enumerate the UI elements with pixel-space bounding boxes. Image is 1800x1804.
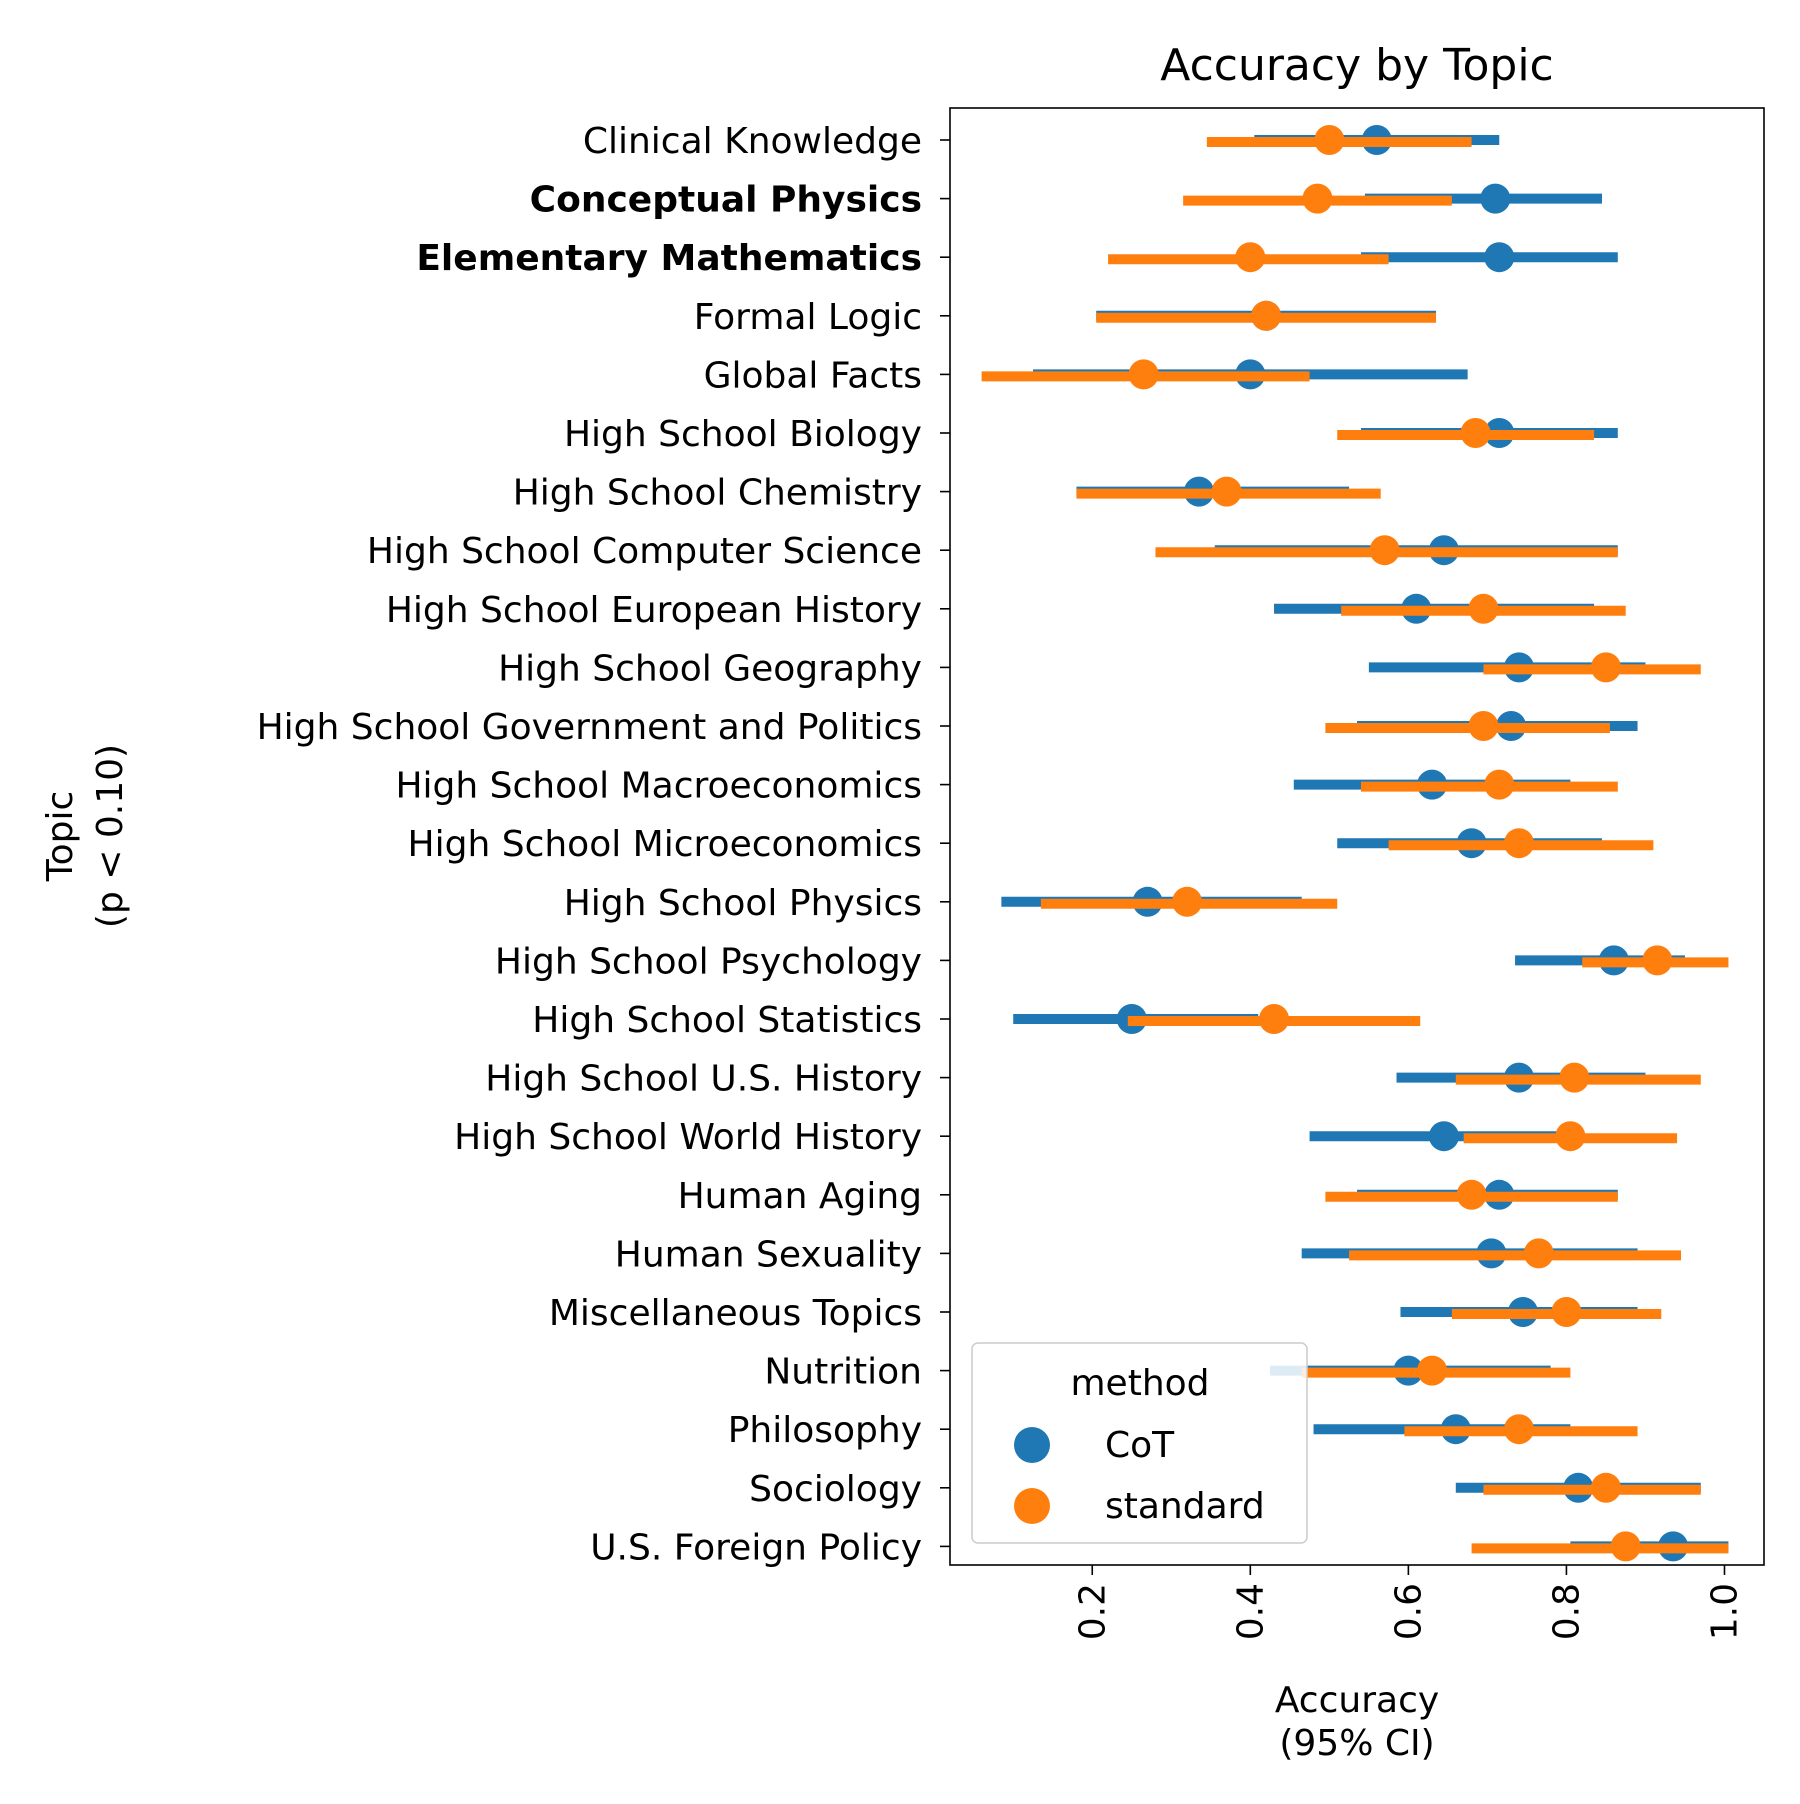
y-tick-label-high-school-geography: High School Geography: [498, 648, 922, 689]
y-tick-label-high-school-computer-science: High School Computer Science: [367, 531, 922, 572]
y-tick-label-human-sexuality: Human Sexuality: [615, 1234, 922, 1275]
chart-title: Accuracy by Topic: [1160, 40, 1554, 91]
standard-point-high-school-microeconomics: [1504, 828, 1535, 859]
standard-point-high-school-european-history: [1468, 593, 1499, 624]
y-tick-label-u-s-foreign-policy: U.S. Foreign Policy: [590, 1527, 922, 1568]
y-tick-label-conceptual-physics: Conceptual Physics: [530, 180, 922, 221]
standard-point-philosophy: [1504, 1414, 1535, 1445]
standard-point-u-s-foreign-policy: [1610, 1531, 1641, 1562]
standard-point-conceptual-physics: [1302, 183, 1333, 214]
legend-marker-cot: [1014, 1427, 1050, 1463]
y-tick-label-miscellaneous-topics: Miscellaneous Topics: [549, 1293, 922, 1334]
standard-point-clinical-knowledge: [1314, 125, 1345, 155]
standard-point-high-school-statistics: [1259, 1004, 1290, 1034]
y-tick-label-nutrition: Nutrition: [764, 1352, 922, 1393]
y-tick-label-high-school-statistics: High School Statistics: [532, 1000, 922, 1041]
y-axis-label-line2: (p < 0.10): [90, 744, 131, 928]
standard-point-miscellaneous-topics: [1551, 1297, 1582, 1327]
standard-point-global-facts: [1128, 359, 1159, 390]
y-axis-label: Topic (p < 0.10): [40, 744, 131, 928]
x-tick-label-0-6: 0.6: [1388, 1583, 1429, 1640]
legend-title: method: [1070, 1363, 1209, 1404]
y-tick-label-high-school-biology: High School Biology: [564, 414, 922, 455]
standard-point-high-school-chemistry: [1211, 476, 1242, 507]
cot-point-high-school-world-history: [1428, 1121, 1459, 1152]
y-tick-label-high-school-chemistry: High School Chemistry: [513, 473, 922, 514]
y-tick-label-elementary-mathematics: Elementary Mathematics: [416, 238, 922, 279]
x-tick-label-0-4: 0.4: [1230, 1583, 1271, 1640]
y-tick-label-high-school-european-history: High School European History: [386, 590, 922, 631]
y-axis-label-line1: Topic: [40, 791, 81, 883]
y-tick-label-high-school-microeconomics: High School Microeconomics: [408, 824, 922, 865]
plot-frame: [949, 107, 1765, 1566]
standard-point-high-school-u-s-history: [1559, 1062, 1590, 1093]
cot-point-conceptual-physics: [1480, 183, 1511, 214]
legend-frame: [971, 1342, 1308, 1544]
standard-point-nutrition: [1417, 1355, 1448, 1386]
x-tick-label-1-0: 1.0: [1704, 1583, 1745, 1640]
standard-point-sociology: [1590, 1472, 1621, 1503]
x-tick-label-0-8: 0.8: [1546, 1583, 1587, 1640]
standard-point-high-school-physics: [1172, 886, 1203, 917]
y-tick-label-high-school-psychology: High School Psychology: [495, 941, 922, 982]
y-tick-label-clinical-knowledge: Clinical Knowledge: [583, 121, 922, 162]
y-tick-label-philosophy: Philosophy: [728, 1410, 922, 1451]
series-standard: [981, 125, 1729, 1562]
cot-point-elementary-mathematics: [1484, 242, 1515, 273]
standard-point-elementary-mathematics: [1235, 242, 1266, 273]
y-tick-label-high-school-macroeconomics: High School Macroeconomics: [395, 766, 922, 807]
standard-point-high-school-psychology: [1642, 945, 1673, 976]
y-tick-label-global-facts: Global Facts: [704, 355, 922, 396]
standard-point-high-school-geography: [1590, 652, 1621, 683]
y-tick-label-high-school-world-history: High School World History: [454, 1117, 922, 1158]
y-tick-labels: Clinical Knowledge Conceptual Physics Elem…: [257, 121, 922, 1568]
y-tick-label-high-school-u-s-history: High School U.S. History: [485, 1059, 922, 1100]
standard-point-high-school-biology: [1460, 418, 1491, 448]
legend-label-standard: standard: [1105, 1486, 1265, 1527]
standard-point-formal-logic: [1251, 300, 1282, 331]
standard-point-high-school-macroeconomics: [1484, 769, 1515, 800]
standard-point-high-school-world-history: [1555, 1121, 1586, 1152]
x-ticks: 0.2 0.4 0.6 0.8 1.0: [1072, 1565, 1745, 1640]
legend-label-cot: CoT: [1105, 1425, 1175, 1466]
x-tick-label-0-2: 0.2: [1072, 1583, 1113, 1640]
standard-point-high-school-computer-science: [1369, 535, 1400, 566]
y-tick-label-human-aging: Human Aging: [678, 1176, 922, 1217]
standard-point-human-aging: [1456, 1179, 1487, 1210]
standard-point-human-sexuality: [1523, 1238, 1554, 1269]
y-ticks: [940, 139, 950, 1548]
series-layer: [981, 125, 1729, 1562]
y-tick-label-formal-logic: Formal Logic: [694, 297, 922, 338]
legend-marker-standard: [1014, 1488, 1050, 1524]
y-tick-label-sociology: Sociology: [749, 1469, 922, 1510]
x-axis-label-line2: (95% CI): [1279, 1723, 1434, 1764]
y-tick-label-high-school-physics: High School Physics: [564, 883, 922, 924]
legend: method CoT standard: [971, 1342, 1308, 1544]
x-axis-label-line1: Accuracy: [1275, 1680, 1439, 1721]
y-tick-label-high-school-government-and-politics: High School Government and Politics: [257, 707, 922, 748]
standard-point-high-school-government-and-politics: [1468, 711, 1499, 741]
